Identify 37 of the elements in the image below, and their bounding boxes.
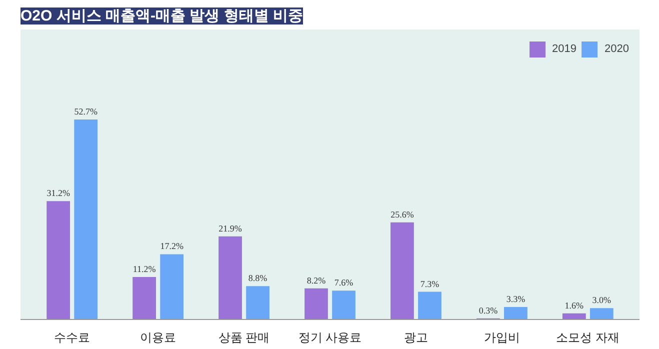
bar xyxy=(160,254,184,320)
data-label: 17.2% xyxy=(160,241,184,252)
bar xyxy=(562,313,586,320)
bar xyxy=(390,222,414,320)
data-label: 1.6% xyxy=(564,300,584,310)
bar xyxy=(74,120,98,320)
x-tick-label: 상품 판매 xyxy=(218,330,270,344)
bar xyxy=(418,292,442,320)
bar xyxy=(504,306,528,320)
bar xyxy=(132,276,156,320)
data-label: 21.9% xyxy=(218,223,242,234)
data-label: 31.2% xyxy=(46,188,70,198)
data-label: 8.2% xyxy=(306,275,326,286)
x-tick-label: 정기 사용료 xyxy=(298,330,362,344)
bar xyxy=(590,308,614,320)
x-tick-label: 소모성 자재 xyxy=(556,330,620,344)
x-tick-label: 수수료 xyxy=(54,330,90,344)
data-label: 25.6% xyxy=(390,209,414,220)
data-label: 3.0% xyxy=(592,295,612,306)
data-label: 0.3% xyxy=(478,305,498,316)
bar xyxy=(218,236,242,320)
data-label: 3.3% xyxy=(506,294,526,304)
data-label: 7.3% xyxy=(420,278,440,289)
legend-label: 2019 xyxy=(552,43,577,55)
data-label: 8.8% xyxy=(248,273,268,284)
x-tick-label: 가입비 xyxy=(484,330,520,344)
chart-title: O2O 서비스 매출액-매출 발생 형태별 비중 xyxy=(20,8,304,24)
bar xyxy=(332,290,356,320)
x-tick-label: 이용료 xyxy=(140,330,176,344)
data-label: 7.6% xyxy=(334,278,354,288)
data-label: 11.2% xyxy=(132,264,156,274)
data-label: 52.7% xyxy=(74,106,98,116)
x-tick-label: 광고 xyxy=(404,330,428,344)
bar xyxy=(246,286,270,320)
bar xyxy=(304,288,328,320)
legend-label: 2020 xyxy=(604,43,629,55)
bar xyxy=(46,201,70,320)
